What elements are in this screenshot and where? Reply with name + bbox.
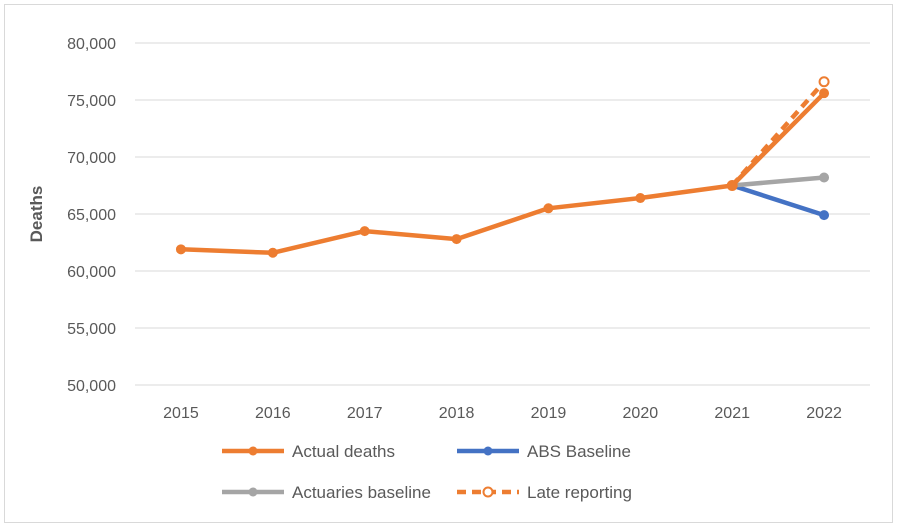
y-tick-label: 80,000: [67, 36, 116, 53]
legend-label: Actuaries baseline: [292, 483, 431, 502]
data-point: [818, 76, 830, 88]
x-tick-label: 2016: [255, 405, 291, 422]
legend-item-actual-deaths: Actual deaths: [222, 442, 395, 461]
y-tick-label: 55,000: [67, 321, 116, 338]
y-tick-label: 65,000: [67, 207, 116, 224]
legend: Actual deaths ABS Baseline Actuaries basel…: [222, 442, 632, 502]
gridlines: [135, 42, 870, 386]
x-tick-label: 2015: [163, 405, 199, 422]
data-point: [359, 226, 370, 237]
y-axis-ticks: 50,000 55,000 60,000 65,000 70,000 75,000 80,0…: [67, 36, 116, 395]
series-lines: [175, 76, 830, 258]
legend-swatch-marker: [248, 446, 258, 456]
data-point: [819, 172, 830, 183]
data-point: [175, 244, 186, 255]
y-tick-label: 50,000: [67, 378, 116, 395]
legend-label: Actual deaths: [292, 442, 395, 461]
series-line: [729, 183, 827, 218]
series-actual-deaths: [175, 88, 830, 258]
y-tick-label: 70,000: [67, 150, 116, 167]
y-tick-label: 75,000: [67, 93, 116, 110]
data-point: [451, 234, 462, 245]
data-point: [635, 193, 646, 204]
x-tick-label: 2022: [806, 405, 842, 422]
legend-label: Late reporting: [527, 483, 632, 502]
data-point: [819, 88, 830, 99]
y-axis-label: Deaths: [27, 186, 46, 243]
x-tick-label: 2019: [531, 405, 567, 422]
data-point: [819, 210, 830, 221]
x-tick-label: 2018: [439, 405, 475, 422]
x-tick-label: 2017: [347, 405, 383, 422]
y-tick-label: 60,000: [67, 264, 116, 281]
chart-frame: [4, 4, 893, 523]
legend-swatch-marker: [248, 487, 258, 497]
x-tick-label: 2021: [714, 405, 750, 422]
legend-item-abs-baseline: ABS Baseline: [457, 442, 631, 461]
legend-swatch-marker: [482, 486, 494, 498]
data-point: [267, 247, 278, 258]
x-tick-label: 2020: [623, 405, 659, 422]
series-line: [178, 90, 827, 256]
legend-swatch-marker: [483, 446, 493, 456]
data-point: [543, 203, 554, 214]
legend-item-actuaries-baseline: Actuaries baseline: [222, 483, 431, 502]
legend-label: ABS Baseline: [527, 442, 631, 461]
legend-item-late-reporting: Late reporting: [457, 483, 632, 502]
data-point: [727, 180, 738, 191]
x-axis-ticks: 2015 2016 2017 2018 2019 2020 2021 2022: [163, 405, 842, 422]
series-line: [729, 175, 827, 188]
